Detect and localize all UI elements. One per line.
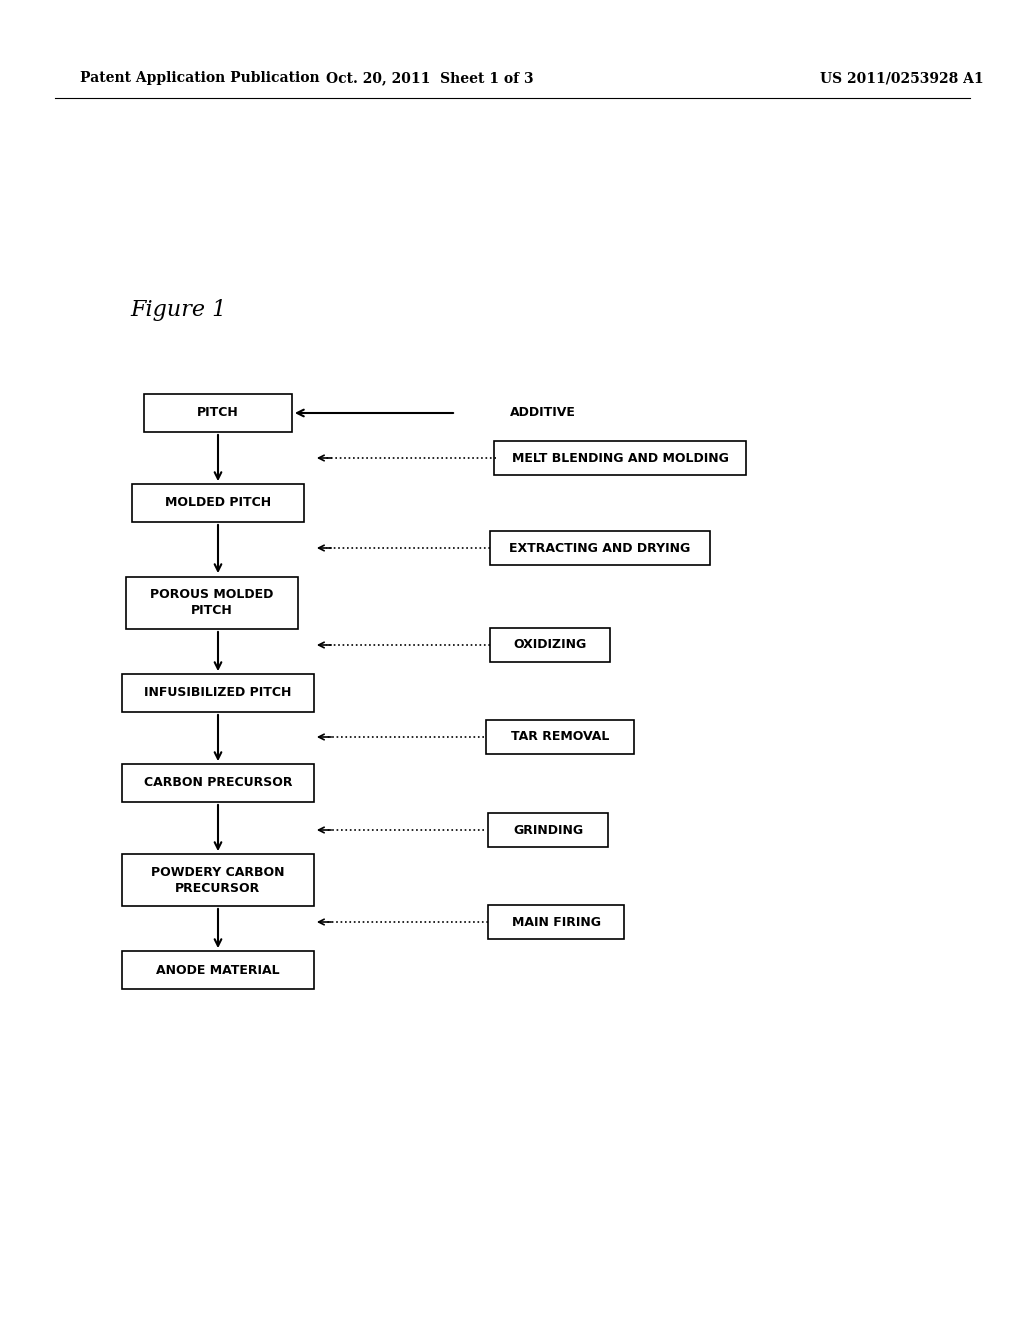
Text: OXIDIZING: OXIDIZING (513, 639, 587, 652)
Bar (144, 393, 292, 432)
Text: POWDERY CARBON
PRECURSOR: POWDERY CARBON PRECURSOR (152, 866, 285, 895)
Text: CARBON PRECURSOR: CARBON PRECURSOR (143, 776, 292, 789)
Text: Figure 1: Figure 1 (130, 300, 226, 321)
Text: US 2011/0253928 A1: US 2011/0253928 A1 (820, 71, 984, 84)
Bar (488, 813, 608, 847)
Text: MELT BLENDING AND MOLDING: MELT BLENDING AND MOLDING (512, 451, 728, 465)
Text: POROUS MOLDED
PITCH: POROUS MOLDED PITCH (151, 589, 273, 618)
Bar (488, 906, 624, 939)
Text: Oct. 20, 2011  Sheet 1 of 3: Oct. 20, 2011 Sheet 1 of 3 (327, 71, 534, 84)
Text: ADDITIVE: ADDITIVE (510, 407, 575, 420)
Text: INFUSIBILIZED PITCH: INFUSIBILIZED PITCH (144, 686, 292, 700)
Text: TAR REMOVAL: TAR REMOVAL (511, 730, 609, 743)
Text: PITCH: PITCH (198, 407, 239, 420)
Bar (126, 577, 298, 630)
Text: MOLDED PITCH: MOLDED PITCH (165, 496, 271, 510)
Bar (132, 484, 304, 521)
Bar (490, 628, 610, 663)
Bar (122, 764, 314, 803)
Bar (486, 719, 634, 754)
Bar (490, 531, 710, 565)
Text: ANODE MATERIAL: ANODE MATERIAL (157, 964, 280, 977)
Text: EXTRACTING AND DRYING: EXTRACTING AND DRYING (509, 541, 690, 554)
Text: MAIN FIRING: MAIN FIRING (512, 916, 600, 928)
Bar (122, 950, 314, 989)
Text: GRINDING: GRINDING (513, 824, 583, 837)
Text: Patent Application Publication: Patent Application Publication (80, 71, 319, 84)
Bar (494, 441, 746, 475)
Bar (122, 854, 314, 906)
Bar (122, 675, 314, 711)
